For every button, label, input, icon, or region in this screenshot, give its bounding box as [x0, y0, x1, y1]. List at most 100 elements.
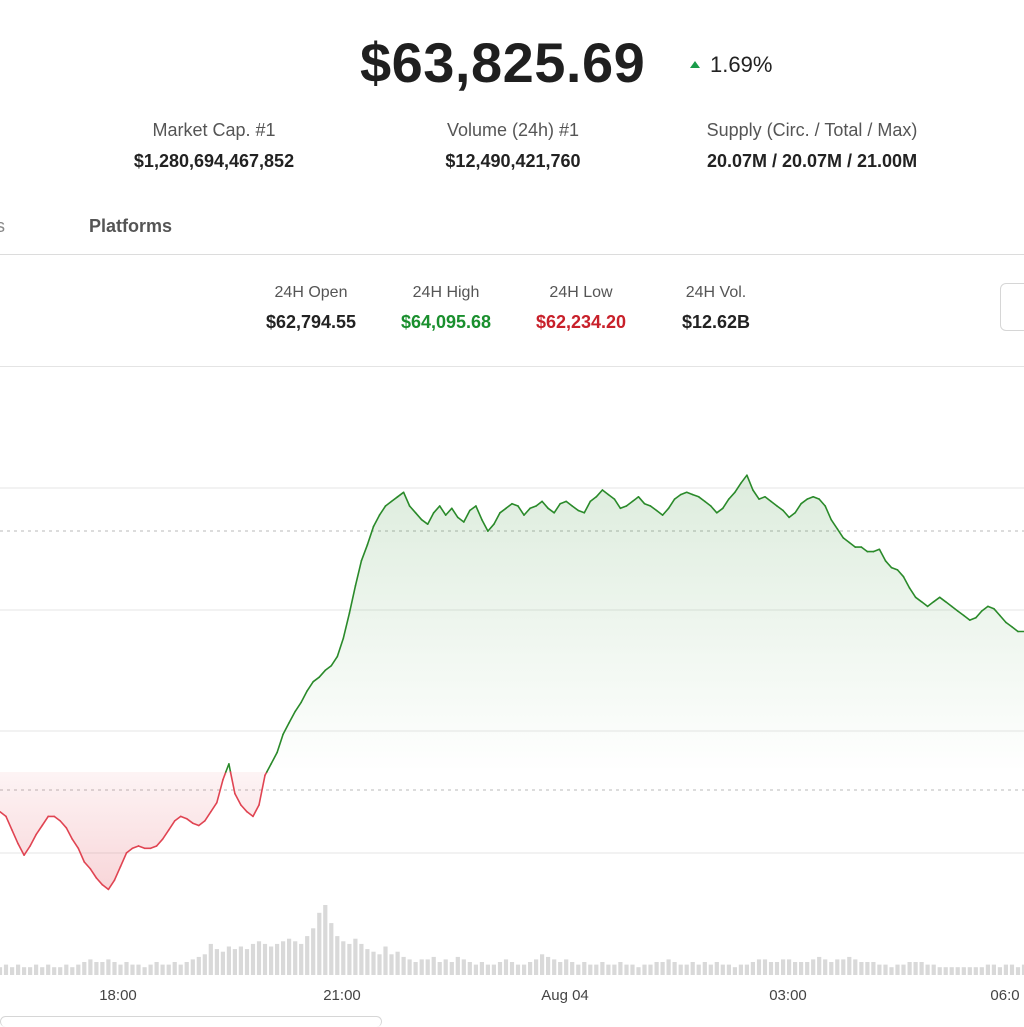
- volume-bar: [696, 964, 701, 975]
- volume-bar: [443, 959, 448, 975]
- price-line-segment: [631, 495, 640, 503]
- tab-bar: s Platforms: [0, 212, 1024, 255]
- volume-bar: [1003, 964, 1008, 975]
- volume-bar: [979, 967, 984, 975]
- price-line-segment: [119, 852, 128, 868]
- price-line-segment: [366, 525, 375, 546]
- tab-previous-partial[interactable]: s: [0, 216, 5, 236]
- volume-bar: [359, 943, 364, 975]
- price-line-segment: [360, 543, 369, 562]
- price-line-segment: [511, 502, 519, 507]
- ohlc-value: $64,095.68: [400, 312, 492, 332]
- volume-bar: [491, 964, 496, 975]
- price-line-segment: [565, 500, 574, 507]
- price-line-segment: [77, 847, 86, 863]
- price-line-segment: [185, 817, 194, 825]
- price-line-segment: [493, 511, 501, 526]
- price-line-segment: [265, 763, 272, 773]
- volume-bar: [287, 938, 292, 975]
- price-line-segment: [229, 771, 236, 795]
- price-line-segment: [288, 710, 297, 724]
- chart-range-scrollbar[interactable]: [0, 1016, 382, 1027]
- x-tick-label: 06:0: [990, 987, 1019, 1004]
- volume-bar: [262, 943, 268, 975]
- volume-bar: [479, 962, 484, 975]
- price-line-segment: [402, 491, 411, 507]
- volume-bar: [112, 962, 117, 975]
- price-line-segment: [848, 541, 857, 548]
- price-line-segment: [192, 822, 200, 827]
- volume-bar: [660, 962, 665, 975]
- volume-bar: [997, 967, 1002, 975]
- volume-bar: [437, 962, 442, 975]
- price-line-segment: [782, 509, 790, 519]
- volume-bar: [534, 959, 539, 975]
- volume-bar: [220, 951, 225, 975]
- volume-bar: [40, 967, 45, 975]
- price-line-segment: [661, 507, 670, 516]
- price-line-segment: [23, 845, 31, 857]
- price-line-segment: [131, 845, 140, 850]
- price-line-segment: [318, 669, 327, 679]
- chart-settings-button[interactable]: [1000, 283, 1024, 331]
- price-line-segment: [872, 548, 881, 553]
- volume-bar: [311, 928, 316, 975]
- price-line-segment: [770, 500, 778, 507]
- volume-bar: [407, 959, 412, 975]
- price-line-segment: [932, 596, 941, 603]
- price-line-segment: [679, 491, 688, 496]
- volume-bar: [76, 964, 81, 975]
- volume-bar: [118, 964, 123, 975]
- volume-bar: [497, 962, 503, 975]
- price-line-segment: [348, 585, 357, 615]
- ohlc-label: 24H High: [412, 284, 480, 301]
- price-line-segment: [999, 614, 1007, 624]
- volume-bar: [690, 962, 695, 975]
- volume-bar: [52, 967, 57, 975]
- price-line-segment: [824, 505, 833, 521]
- stat-supply: Supply (Circ. / Total / Max) 20.07M / 20…: [672, 120, 952, 172]
- stat-value: $1,280,694,467,852: [133, 151, 295, 171]
- volume-bar: [961, 967, 966, 975]
- volume-bar: [720, 964, 725, 975]
- price-line-segment: [125, 847, 134, 854]
- volume-bar: [744, 964, 749, 975]
- ohlc-label: 24H Open: [274, 284, 348, 301]
- volume-bar: [3, 964, 9, 975]
- price-line-segment: [294, 701, 303, 713]
- price-line-segment: [499, 507, 507, 514]
- price-line-segment: [306, 680, 315, 692]
- volume-bar: [383, 946, 388, 975]
- volume-bar: [148, 964, 153, 975]
- tab-platforms[interactable]: Platforms: [89, 216, 173, 236]
- price-line-segment: [746, 474, 754, 491]
- volume-bar: [10, 967, 15, 975]
- price-line-segment: [987, 605, 995, 610]
- price-line-segment: [5, 815, 13, 831]
- volume-bar: [955, 967, 960, 975]
- volume-bar: [106, 959, 111, 975]
- stat-value: $12,490,421,760: [445, 151, 581, 171]
- price-line-segment: [806, 495, 815, 500]
- price-line-segment: [649, 505, 658, 512]
- volume-bar: [588, 964, 593, 975]
- volume-bar: [817, 956, 822, 975]
- volume-bar: [461, 959, 466, 975]
- volume-bar: [208, 943, 213, 975]
- price-line-segment: [216, 779, 224, 804]
- volume-bar: [985, 964, 990, 975]
- volume-bar: [648, 964, 653, 975]
- ohlc-label: 24H Vol.: [685, 284, 747, 301]
- volume-bar: [293, 941, 298, 975]
- volume-bar: [467, 962, 472, 975]
- volume-bar: [570, 962, 575, 975]
- volume-bar: [871, 962, 876, 975]
- price-line-segment: [842, 537, 851, 544]
- volume-bar: [515, 964, 521, 975]
- price-line-segment: [523, 507, 531, 516]
- price-line-segment: [734, 482, 742, 494]
- volume-bar: [371, 951, 376, 975]
- price-line-segment: [703, 500, 712, 507]
- volume-bar: [485, 964, 490, 975]
